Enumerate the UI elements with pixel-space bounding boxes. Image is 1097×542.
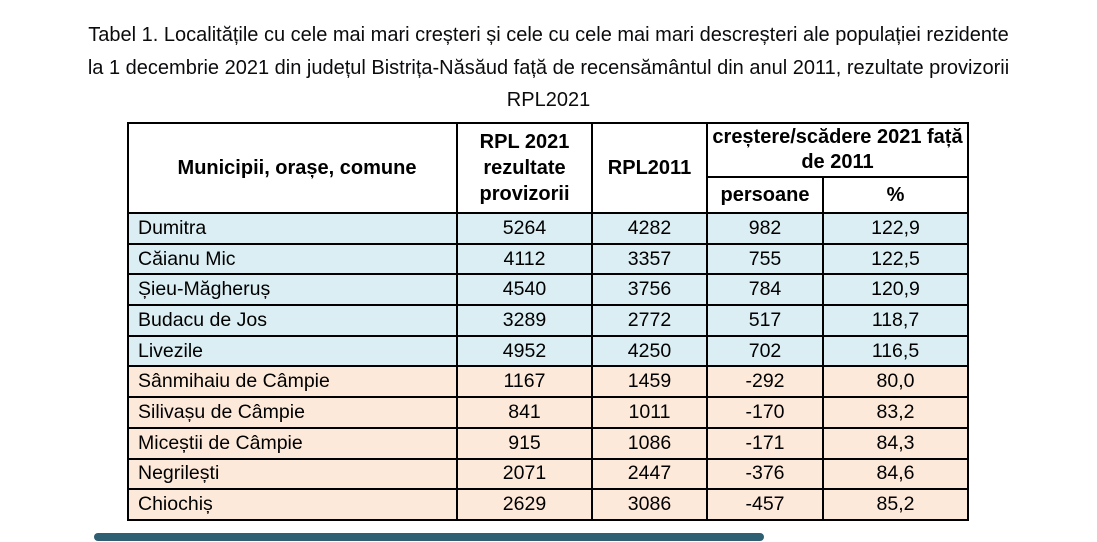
cell-percent: 84,6 bbox=[822, 457, 969, 491]
cell-locality: Silivașu de Câmpie bbox=[127, 396, 458, 429]
table-header: Municipii, orașe, comune RPL 2021 rezult… bbox=[127, 122, 969, 214]
cell-locality: Chiochiș bbox=[127, 488, 458, 521]
col-header-group-change: creștere/scădere 2021 față de 2011 bbox=[706, 122, 969, 178]
cell-rpl2011: 1459 bbox=[591, 365, 708, 399]
cell-rpl2021: 4112 bbox=[456, 242, 593, 276]
cell-persoane: 702 bbox=[706, 334, 824, 368]
cell-percent: 83,2 bbox=[822, 396, 969, 429]
table-row: Căianu Mic 4112 3357 755 122,5 bbox=[127, 242, 969, 276]
col-header-rpl2011: RPL2011 bbox=[591, 122, 708, 214]
table-row: Budacu de Jos 3289 2772 517 118,7 bbox=[127, 304, 969, 337]
cell-rpl2011: 3756 bbox=[591, 273, 708, 307]
cell-locality: Căianu Mic bbox=[127, 242, 458, 276]
cell-percent: 84,3 bbox=[822, 426, 969, 460]
cell-percent: 85,2 bbox=[822, 488, 969, 521]
cell-rpl2011: 3357 bbox=[591, 242, 708, 276]
table-title: Tabel 1. Localitățile cu cele mai mari c… bbox=[0, 19, 1097, 117]
table-row: Silivașu de Câmpie 841 1011 -170 83,2 bbox=[127, 396, 969, 429]
table-row: Dumitra 5264 4282 982 122,9 bbox=[127, 212, 969, 245]
table-row: Livezile 4952 4250 702 116,5 bbox=[127, 334, 969, 368]
cell-locality: Sânmihaiu de Câmpie bbox=[127, 365, 458, 399]
col-header-rpl2021: RPL 2021 rezultate provizorii bbox=[456, 122, 593, 214]
cell-persoane: 982 bbox=[706, 212, 824, 245]
cell-persoane: -376 bbox=[706, 457, 824, 491]
cell-percent: 120,9 bbox=[822, 273, 969, 307]
cell-persoane: 784 bbox=[706, 273, 824, 307]
cell-rpl2011: 2447 bbox=[591, 457, 708, 491]
cell-rpl2011: 1011 bbox=[591, 396, 708, 429]
cell-rpl2011: 4250 bbox=[591, 334, 708, 368]
cell-rpl2021: 4540 bbox=[456, 273, 593, 307]
cell-locality: Miceștii de Câmpie bbox=[127, 426, 458, 460]
table-row: Sânmihaiu de Câmpie 1167 1459 -292 80,0 bbox=[127, 365, 969, 399]
cell-locality: Budacu de Jos bbox=[127, 304, 458, 337]
cell-rpl2021: 5264 bbox=[456, 212, 593, 245]
cell-rpl2011: 1086 bbox=[591, 426, 708, 460]
cell-locality: Negrilești bbox=[127, 457, 458, 491]
cell-percent: 80,0 bbox=[822, 365, 969, 399]
cell-rpl2021: 841 bbox=[456, 396, 593, 429]
cell-persoane: -457 bbox=[706, 488, 824, 521]
cell-percent: 122,5 bbox=[822, 242, 969, 276]
col-header-municipii: Municipii, orașe, comune bbox=[127, 122, 458, 214]
table-row: Negrilești 2071 2447 -376 84,6 bbox=[127, 457, 969, 491]
cell-percent: 118,7 bbox=[822, 304, 969, 337]
cell-rpl2021: 1167 bbox=[456, 365, 593, 399]
table-row: Miceștii de Câmpie 915 1086 -171 84,3 bbox=[127, 426, 969, 460]
table-title-line3: RPL2021 bbox=[506, 89, 591, 111]
cell-persoane: 517 bbox=[706, 304, 824, 337]
horizontal-scrollbar[interactable] bbox=[94, 533, 764, 541]
table-row: Șieu-Măgheruș 4540 3756 784 120,9 bbox=[127, 273, 969, 307]
cell-persoane: -170 bbox=[706, 396, 824, 429]
cell-persoane: 755 bbox=[706, 242, 824, 276]
cell-rpl2011: 4282 bbox=[591, 212, 708, 245]
table-row: Chiochiș 2629 3086 -457 85,2 bbox=[127, 488, 969, 521]
cell-rpl2011: 3086 bbox=[591, 488, 708, 521]
cell-rpl2011: 2772 bbox=[591, 304, 708, 337]
cell-rpl2021: 4952 bbox=[456, 334, 593, 368]
col-header-persoane: persoane bbox=[706, 176, 824, 214]
cell-locality: Livezile bbox=[127, 334, 458, 368]
cell-persoane: -292 bbox=[706, 365, 824, 399]
cell-rpl2021: 915 bbox=[456, 426, 593, 460]
table-title-line2: la 1 decembrie 2021 din județul Bistrița… bbox=[87, 56, 1010, 79]
population-table: Municipii, orașe, comune RPL 2021 rezult… bbox=[127, 122, 969, 521]
cell-percent: 116,5 bbox=[822, 334, 969, 368]
cell-persoane: -171 bbox=[706, 426, 824, 460]
cell-locality: Dumitra bbox=[127, 212, 458, 245]
table-body: Dumitra 5264 4282 982 122,9 Căianu Mic 4… bbox=[127, 212, 969, 521]
cell-locality: Șieu-Măgheruș bbox=[127, 273, 458, 307]
cell-rpl2021: 3289 bbox=[456, 304, 593, 337]
cell-percent: 122,9 bbox=[822, 212, 969, 245]
cell-rpl2021: 2629 bbox=[456, 488, 593, 521]
col-header-percent: % bbox=[822, 176, 969, 214]
cell-rpl2021: 2071 bbox=[456, 457, 593, 491]
table-title-line1: Tabel 1. Localitățile cu cele mai mari c… bbox=[88, 24, 1009, 46]
